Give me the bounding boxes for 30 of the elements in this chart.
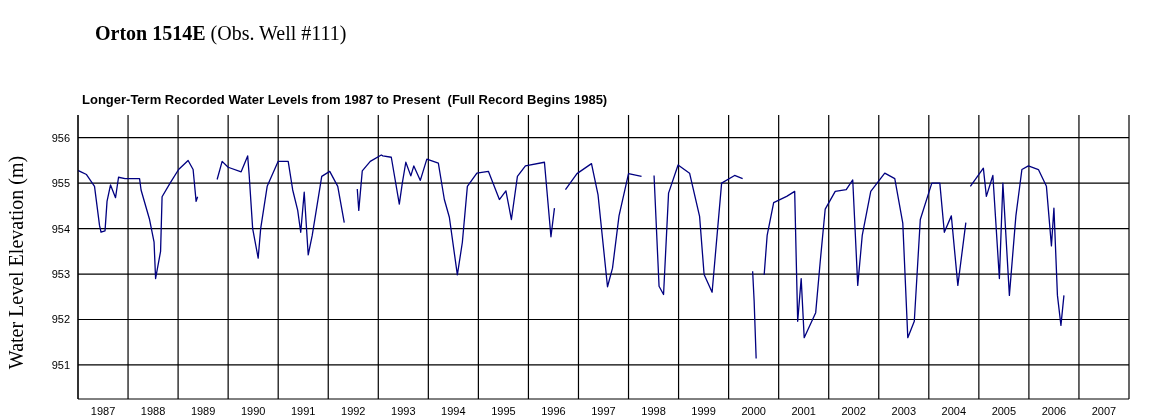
y-tick-label: 953: [51, 267, 70, 280]
x-tick-label: 1994: [441, 404, 466, 417]
x-tick-label: 1988: [140, 404, 166, 417]
y-tick-label: 956: [51, 131, 70, 144]
x-tick-label: 1999: [691, 404, 716, 417]
x-tick-label: 1995: [491, 404, 516, 417]
x-tick-label: 2006: [1041, 404, 1067, 417]
x-tick-label: 1993: [391, 404, 416, 417]
x-tick-label: 1990: [240, 404, 266, 417]
x-tick-label: 2003: [891, 404, 917, 417]
y-tick-label: 952: [51, 313, 70, 326]
y-tick-label: 951: [51, 358, 70, 371]
chart-subtitle: Longer-Term Recorded Water Levels from 1987 to Present (Full Record Begins 1985): [82, 92, 608, 107]
chart-title: Orton 1514E (Obs. Well #111): [95, 22, 347, 45]
x-tick-label: 1991: [290, 404, 316, 417]
x-tick-label: 2002: [841, 404, 866, 417]
x-tick-label: 2005: [991, 404, 1017, 417]
x-tick-label: 1987: [90, 404, 116, 417]
x-tick-label: 2001: [791, 404, 816, 417]
y-axis-title: Water Level Elevation (m): [5, 155, 29, 369]
x-tick-label: 1996: [541, 404, 566, 417]
x-tick-label: 1998: [641, 404, 666, 417]
x-tick-label: 2004: [941, 404, 967, 417]
y-tick-label: 954: [51, 222, 70, 235]
x-tick-label: 1997: [591, 404, 616, 417]
x-tick-label: 1989: [190, 404, 216, 417]
y-tick-label: 955: [51, 177, 70, 190]
x-tick-label: 2000: [741, 404, 766, 417]
x-tick-label: 2007: [1091, 404, 1117, 417]
x-tick-label: 1992: [341, 404, 366, 417]
